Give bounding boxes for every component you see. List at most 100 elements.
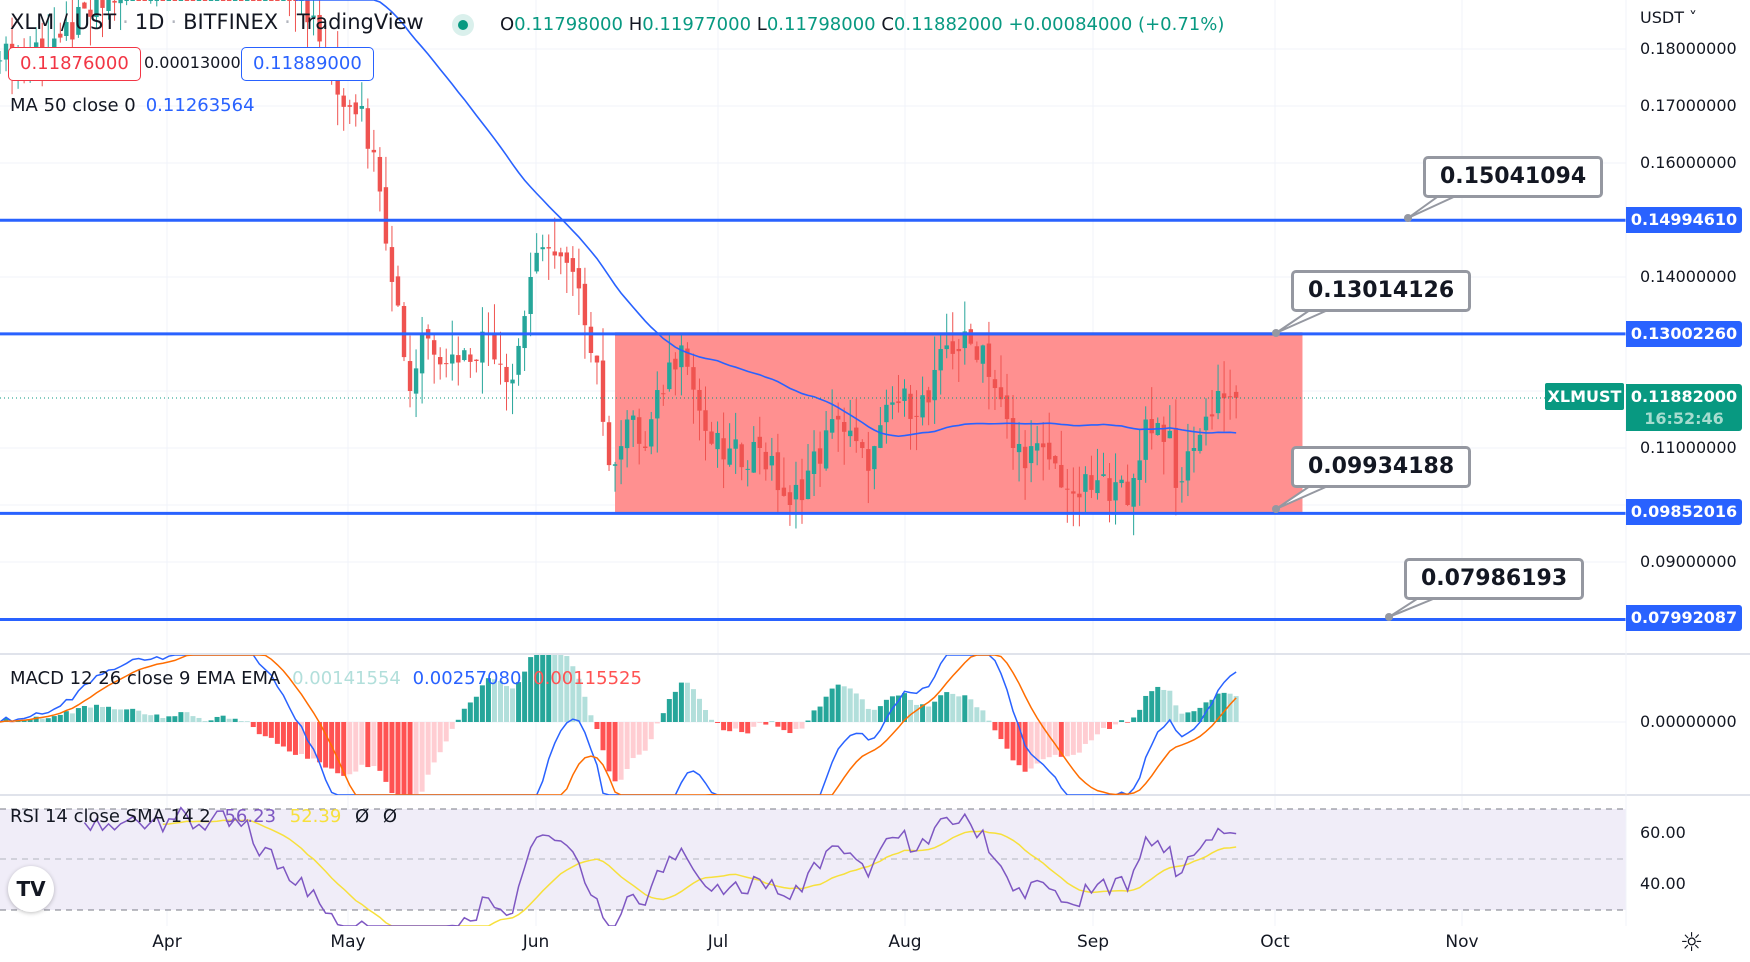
macd-histogram-bar (154, 714, 160, 722)
price-callout[interactable]: 0.13014126 (1291, 270, 1472, 312)
macd-histogram-bar (437, 722, 443, 753)
candle-body (1083, 474, 1088, 492)
candle-body (781, 487, 787, 496)
macd-histogram-bar (1040, 722, 1046, 760)
macd-histogram-bar (51, 716, 57, 722)
macd-histogram-bar (449, 722, 455, 729)
candle-body (1119, 479, 1124, 484)
macd-histogram-bar (311, 722, 317, 759)
macd-histogram-bar (1233, 696, 1239, 722)
macd-histogram-bar (1143, 695, 1149, 722)
candle-body (594, 355, 600, 363)
macd-histogram-bar (341, 722, 347, 776)
macd-histogram-bar (196, 717, 202, 722)
candle-body (202, 0, 208, 1)
macd-histogram-bar (540, 655, 546, 722)
sell-price-button[interactable]: 0.11876000 (8, 47, 141, 81)
candle-body (178, 0, 184, 1)
macd-histogram-bar (564, 656, 570, 722)
candle-body (359, 106, 364, 109)
macd-histogram-bar (21, 720, 27, 722)
macd-histogram-bar (914, 704, 920, 722)
candle-body (1095, 480, 1100, 494)
macd-histogram-bar (232, 718, 238, 722)
candle-body (600, 360, 606, 422)
macd-histogram-bar (612, 722, 618, 782)
macd-histogram-bar (491, 679, 497, 722)
macd-histogram-bar (757, 722, 763, 724)
candle-body (908, 393, 913, 419)
candle-body (1143, 419, 1148, 460)
candle-body (522, 316, 527, 349)
candle-body (636, 417, 642, 444)
macd-line (0, 655, 1237, 795)
time-tick: Jun (522, 932, 550, 952)
symbol-name[interactable]: XLM / UST (10, 10, 117, 34)
macd-histogram-bar (130, 708, 136, 722)
macd-histogram-bar (690, 689, 696, 722)
macd-histogram-bar (1185, 712, 1191, 722)
macd-histogram-bar (214, 716, 220, 722)
candle-body (739, 444, 744, 468)
rsi-legend[interactable]: RSI 14 close SMA 14 2 56.23 52.39 Ø Ø (10, 806, 398, 827)
candle-body (896, 401, 901, 404)
macd-histogram-bar (1209, 699, 1215, 722)
macd-histogram-bar (112, 709, 118, 722)
macd-histogram-bar (256, 722, 262, 735)
candle-body (190, 0, 196, 1)
candle-body (148, 0, 153, 1)
macd-legend[interactable]: MACD 12 26 close 9 EMA EMA 0.00141554 0.… (10, 668, 642, 689)
macd-histogram-bar (1010, 722, 1016, 761)
candle-body (353, 102, 358, 115)
candle-body (160, 0, 166, 1)
macd-histogram-bar (100, 706, 106, 722)
macd-histogram-bar (654, 722, 660, 724)
candle-body (986, 343, 992, 377)
macd-histogram-bar (39, 718, 45, 722)
candle-body (606, 422, 612, 466)
currency-selector[interactable]: USDT ˅ (1640, 8, 1698, 27)
buy-price-button[interactable]: 0.11889000 (241, 47, 374, 81)
candle-body (1028, 446, 1034, 464)
level-price-tag: 0.14994610 (1626, 207, 1742, 233)
macd-histogram-bar (268, 722, 274, 738)
candle-body (516, 345, 521, 375)
candle-body (799, 479, 805, 501)
symbol-legend[interactable]: XLM / UST · 1D · BITFINEX · TradingView (10, 10, 424, 34)
macd-histogram-bar (106, 706, 112, 722)
candle-body (667, 362, 672, 390)
candle-body (419, 334, 425, 374)
candle-body (450, 354, 455, 364)
macd-histogram-bar (684, 682, 690, 722)
candle-body (1227, 396, 1233, 398)
price-callout[interactable]: 0.15041094 (1423, 156, 1604, 198)
macd-histogram-bar (407, 722, 413, 795)
ma-legend[interactable]: MA 50 close 0 0.11263564 (10, 95, 255, 116)
macd-histogram-bar (763, 722, 769, 725)
macd-histogram-bar (926, 706, 932, 722)
candle-body (1161, 424, 1166, 442)
candle-body (968, 329, 974, 344)
tradingview-logo[interactable]: TV (8, 866, 54, 912)
macd-histogram-bar (75, 708, 81, 722)
candle-body (733, 439, 738, 449)
candle-body (1113, 482, 1118, 501)
candle-body (835, 415, 841, 420)
candle-body (281, 0, 286, 1)
rsi-tick: 60.00 (1640, 823, 1686, 842)
macd-histogram-bar (1052, 722, 1058, 755)
macd-histogram-bar (33, 716, 39, 722)
macd-histogram-bar (389, 722, 395, 794)
macd-histogram-bar (962, 695, 968, 722)
price-callout[interactable]: 0.07986193 (1404, 558, 1585, 600)
macd-histogram-bar (588, 715, 594, 722)
settings-gear-icon[interactable]: ☼ (1680, 928, 1704, 958)
macd-histogram-bar (811, 710, 817, 722)
candle-body (872, 446, 877, 470)
macd-histogram-bar (606, 722, 612, 772)
macd-histogram-bar (528, 657, 534, 722)
candle-body (52, 38, 57, 50)
macd-histogram-bar (431, 722, 437, 763)
price-callout[interactable]: 0.09934188 (1291, 446, 1472, 488)
